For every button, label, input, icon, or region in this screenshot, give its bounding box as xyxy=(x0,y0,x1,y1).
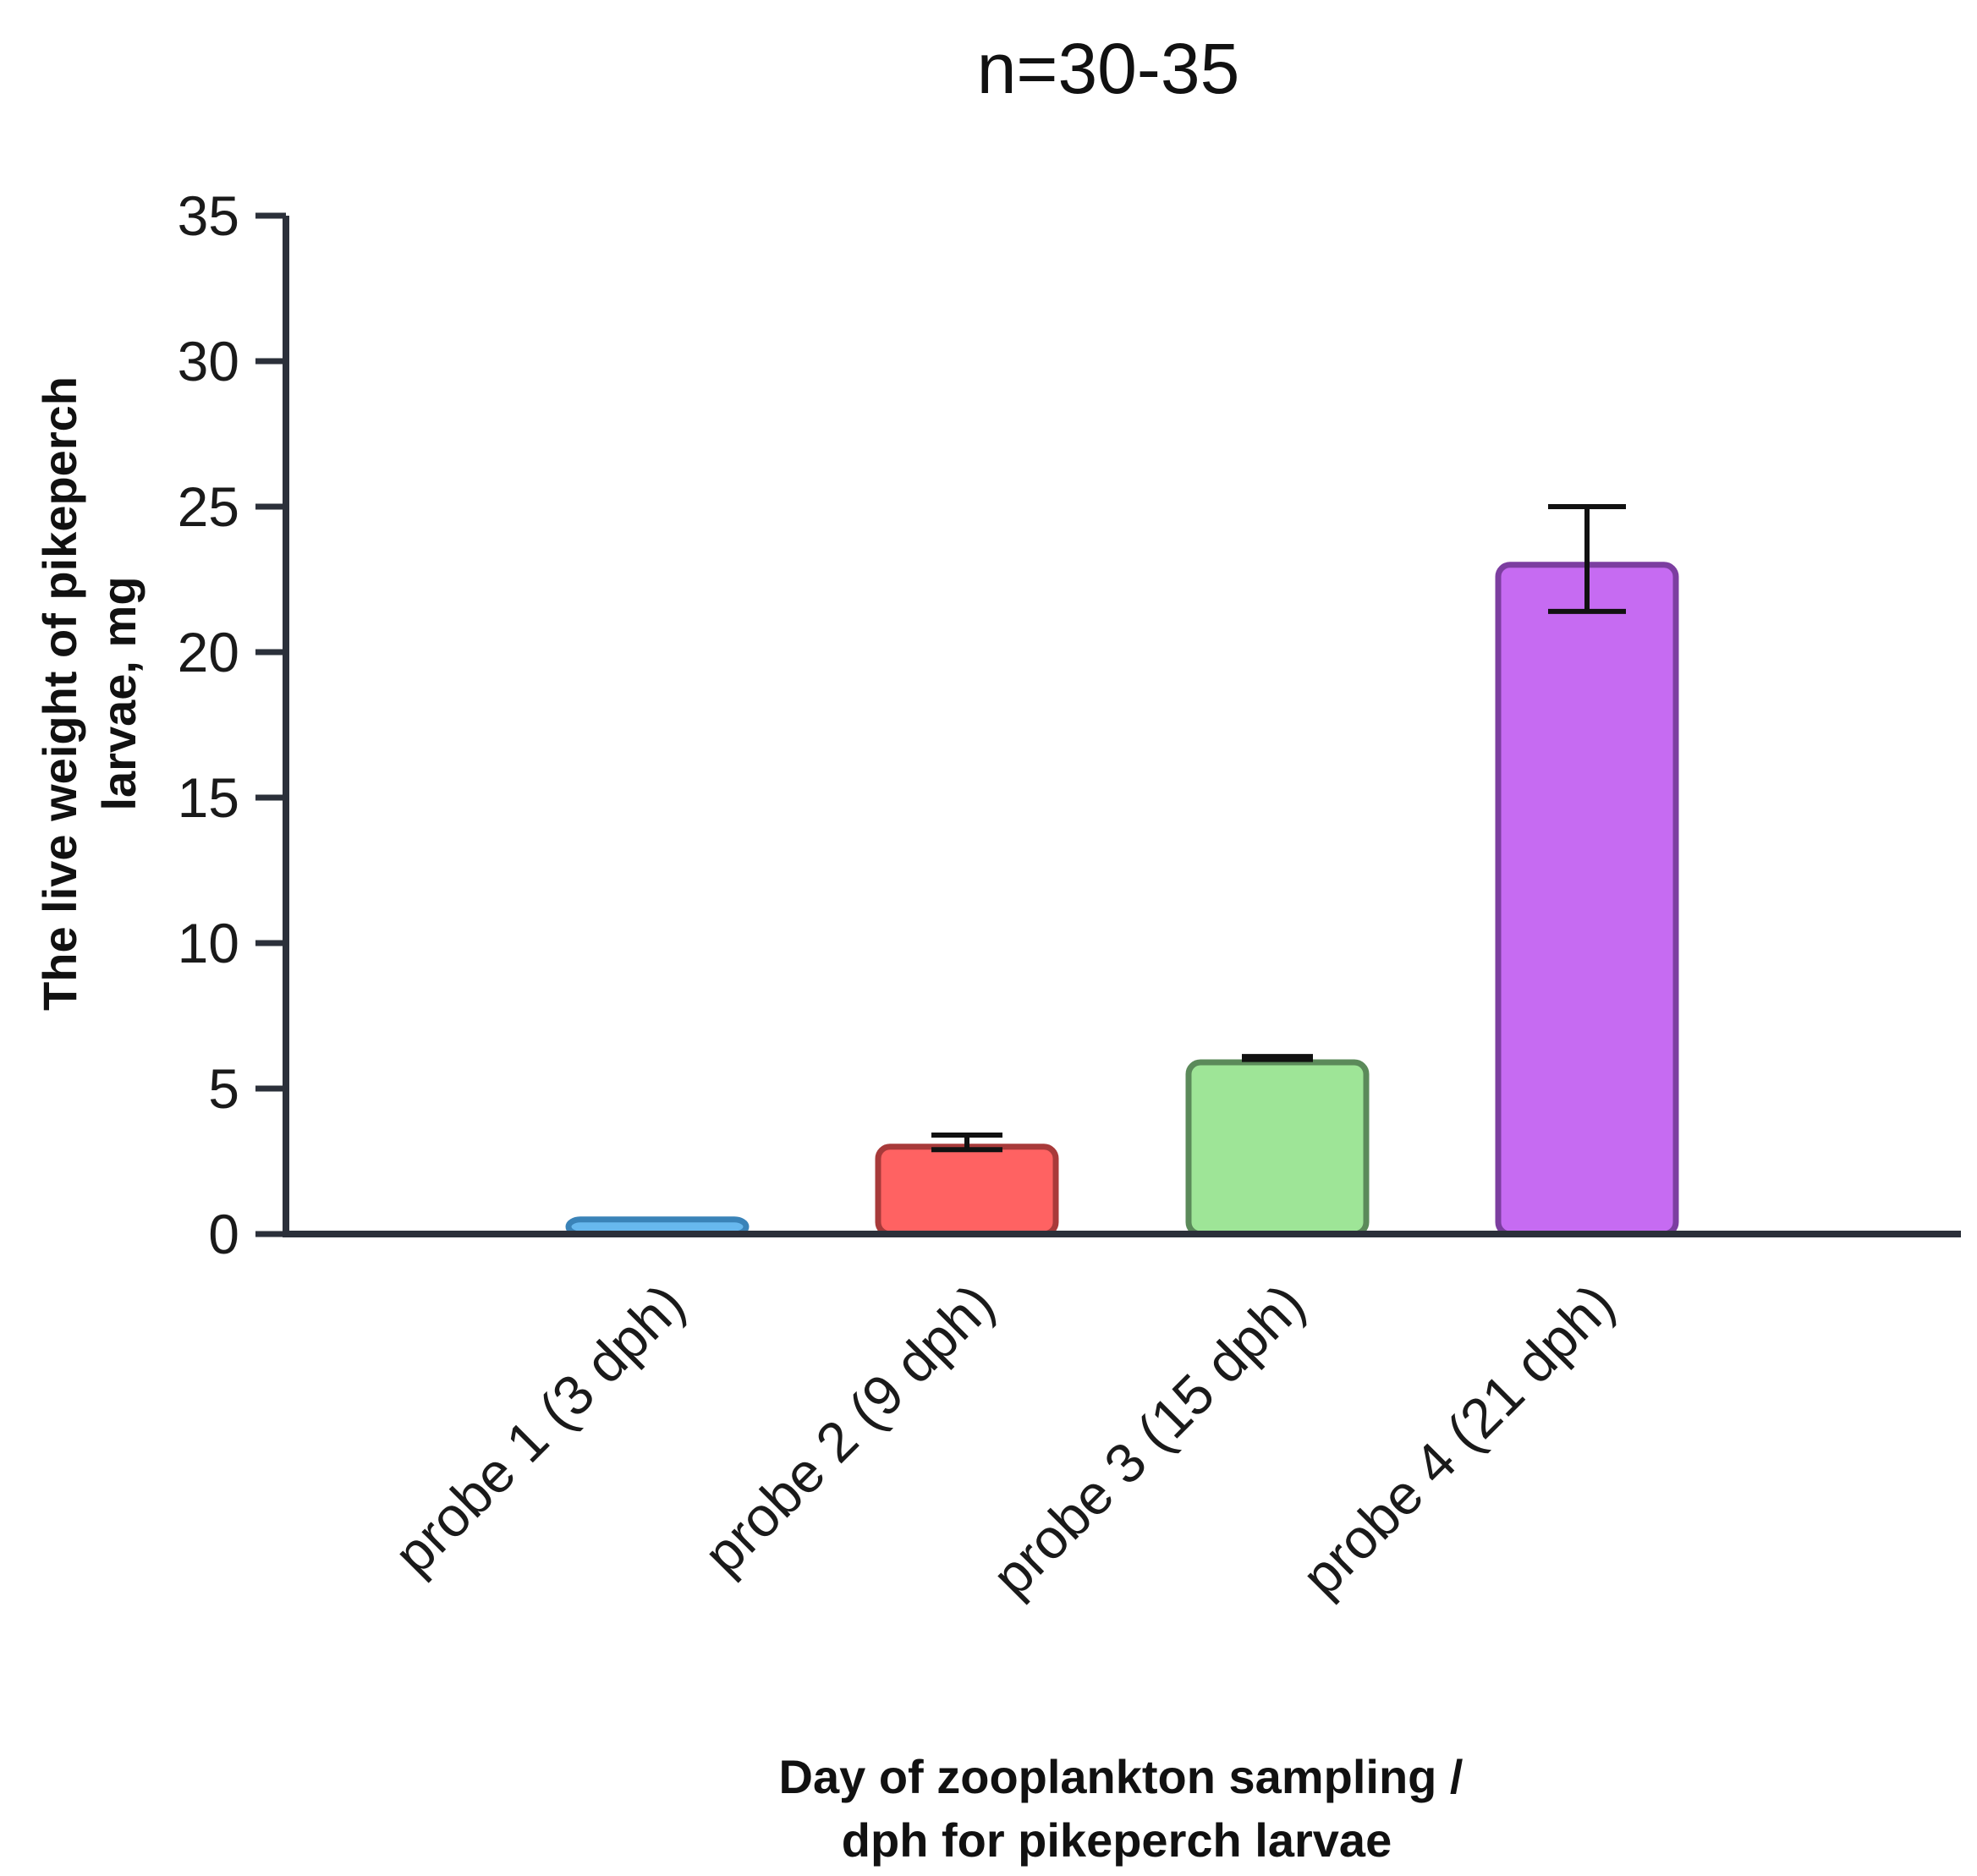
bar-2 xyxy=(875,1144,1059,1237)
error-bar-4 xyxy=(1548,504,1626,614)
y-tick-label-0: 0 xyxy=(208,1203,239,1265)
plot-area: 0 5 10 15 20 25 30 35 probe 1 (3 dph)probe 2 (9 … xyxy=(178,184,1961,1608)
y-tick-label-25: 25 xyxy=(178,475,239,538)
y-tick-label-10: 10 xyxy=(178,912,239,974)
x-tick-label-3: probe 3 (15 dph) xyxy=(980,1272,1315,1608)
y-axis-title-line-2: larvae, mg xyxy=(92,576,146,810)
x-axis-title-line-2: dph for pikeperch larvae xyxy=(842,1813,1392,1867)
x-tick-label-4: probe 4 (21 dph) xyxy=(1289,1272,1625,1608)
y-tick-label-20: 20 xyxy=(178,621,239,683)
y-tick-label-30: 30 xyxy=(178,330,239,392)
bar-3 xyxy=(1185,1059,1370,1237)
y-tick-label-35: 35 xyxy=(178,184,239,247)
chart-title: n=30-35 xyxy=(977,29,1240,108)
y-tick-label-15: 15 xyxy=(178,766,239,829)
y-axis-title-line-1: The live weight of pikeperch xyxy=(33,376,86,1011)
y-tick-label-5: 5 xyxy=(208,1057,239,1120)
x-axis-title: Day of zooplankton sampling / dph for pi… xyxy=(779,1750,1464,1867)
error-bar-3 xyxy=(1242,1054,1313,1062)
x-tick-label-1: probe 1 (3 dph) xyxy=(382,1272,695,1586)
x-axis-title-line-1: Day of zooplankton sampling / xyxy=(779,1750,1464,1803)
y-axis-title: The live weight of pikeperch larvae, mg xyxy=(33,376,146,1011)
error-bar-2 xyxy=(931,1133,1002,1153)
x-tick-label-2: probe 2 (9 dph) xyxy=(691,1272,1005,1586)
bar-4 xyxy=(1495,562,1679,1237)
